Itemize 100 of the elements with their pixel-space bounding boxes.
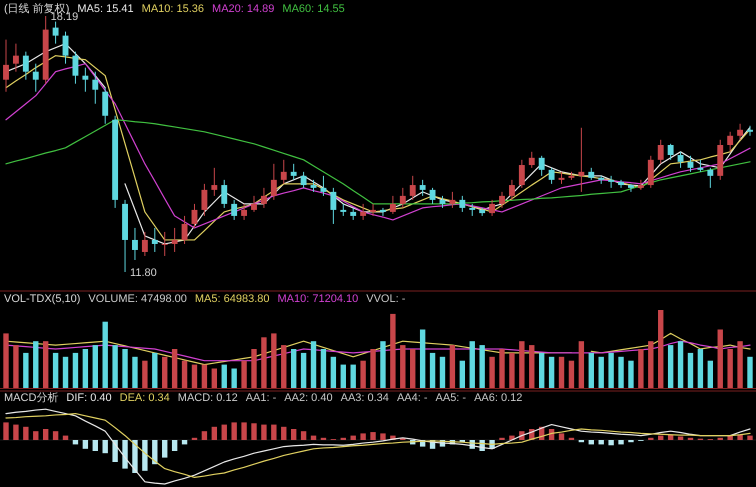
bar (628, 360, 634, 388)
bar (300, 352, 306, 388)
bar (241, 360, 247, 388)
candlestick (449, 191, 456, 208)
candlestick (300, 171, 307, 188)
bar (668, 345, 674, 388)
bar (608, 352, 614, 388)
candlestick (420, 179, 426, 196)
bar (529, 345, 534, 388)
bar (112, 345, 118, 388)
bar (23, 352, 29, 388)
bar (509, 352, 515, 388)
bar (727, 349, 733, 388)
text: MA20: 14.89 (212, 3, 274, 15)
candlestick (528, 151, 535, 168)
bar (678, 436, 684, 440)
bar (658, 310, 664, 388)
candlestick (508, 179, 515, 200)
bar (122, 349, 128, 388)
bar (479, 345, 485, 388)
bar (152, 352, 158, 388)
series-label: DIF: 0.40 (66, 392, 112, 404)
bar (440, 356, 446, 388)
bar (578, 341, 584, 388)
bar (410, 349, 416, 388)
text: MA5: 64983.80 (194, 293, 270, 305)
bar (271, 424, 277, 440)
candlestick (251, 195, 257, 212)
candlestick (370, 203, 376, 216)
bar (370, 349, 376, 388)
bar (212, 426, 218, 440)
bar (13, 424, 19, 440)
candlestick (489, 199, 496, 216)
bar (281, 345, 286, 388)
bar (3, 333, 9, 388)
bar (33, 341, 38, 388)
bar (519, 341, 525, 388)
candlestick (678, 151, 684, 168)
bar (271, 333, 277, 388)
candlestick (52, 21, 59, 44)
candlestick (211, 167, 218, 196)
bar (718, 330, 723, 388)
bar (678, 341, 684, 388)
bar (182, 360, 188, 388)
candlestick (62, 31, 68, 64)
bar (202, 431, 208, 440)
bar (202, 364, 208, 388)
candlestick (270, 163, 277, 200)
candlestick (201, 183, 208, 216)
candlestick (518, 159, 525, 188)
candlestick (390, 195, 396, 214)
candlestick (707, 167, 714, 188)
candlestick (330, 187, 336, 224)
bar (588, 352, 594, 388)
bar (23, 426, 29, 440)
bar (132, 356, 138, 388)
bar (112, 440, 118, 462)
bar (300, 431, 306, 440)
candlestick (350, 207, 356, 220)
bar (568, 360, 574, 388)
bar (350, 364, 356, 388)
candlestick (280, 159, 287, 184)
bar (72, 352, 78, 388)
bar (350, 436, 356, 440)
text: AA1: - (246, 392, 277, 404)
bar (222, 364, 227, 388)
candlestick (162, 231, 168, 256)
candlestick (727, 131, 734, 152)
bar (658, 436, 664, 440)
bar (162, 356, 168, 388)
bar (460, 360, 466, 388)
candlestick (747, 125, 753, 136)
bar (42, 341, 48, 388)
bar (390, 314, 396, 388)
text: VVOL: - (366, 293, 406, 305)
candlestick (410, 175, 416, 200)
series-label: VOLUME: 47498.00 (88, 293, 187, 305)
candlestick (668, 143, 674, 160)
candlestick (12, 43, 19, 72)
candlestick (440, 195, 446, 208)
bar (52, 352, 58, 388)
text: AA3: 0.34 (340, 392, 389, 404)
candlestick (142, 231, 148, 256)
candlestick (340, 203, 346, 216)
bar (162, 440, 168, 458)
bar (261, 424, 267, 440)
bar (231, 422, 237, 440)
candlestick (22, 51, 29, 80)
bar (618, 440, 624, 444)
bar (231, 368, 237, 388)
bar (82, 349, 88, 388)
bar (251, 349, 257, 388)
bar (450, 345, 456, 388)
text: MA5: 15.41 (77, 3, 134, 15)
bar (380, 341, 386, 388)
bar (330, 356, 336, 388)
bar (251, 423, 257, 440)
bar (152, 440, 158, 464)
bar (102, 440, 108, 454)
candlestick (430, 187, 436, 204)
